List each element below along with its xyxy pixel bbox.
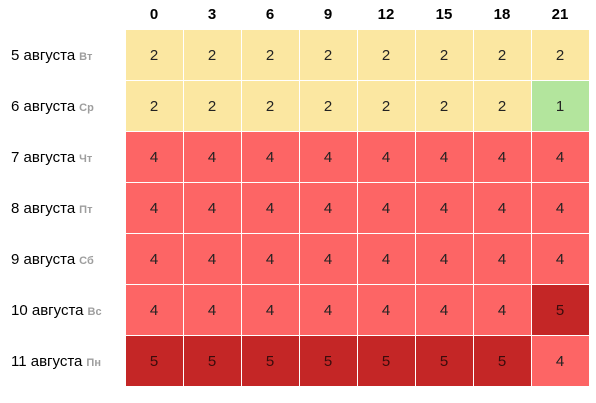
value-cell: 4 [298, 182, 358, 234]
value-cell: 5 [240, 335, 300, 387]
hour-header: 15 [435, 6, 453, 23]
date-label: 6 августа Ср [0, 81, 125, 132]
value-cell: 1 [530, 80, 590, 132]
value-cell: 5 [472, 335, 532, 387]
value-cell: 4 [124, 284, 184, 336]
date-label: 5 августа Вт [0, 30, 125, 81]
weekday-label: Вс [87, 305, 102, 318]
value-cell: 2 [356, 80, 416, 132]
day-row: 7 августа Чт 4 4 4 4 4 4 4 4 [0, 131, 590, 183]
value-cell: 4 [298, 233, 358, 285]
hour-header-row: 0 3 6 9 12 15 18 21 [0, 0, 589, 30]
hour-header: 21 [551, 6, 569, 23]
value-cell: 4 [298, 131, 358, 183]
value-cell: 2 [298, 29, 358, 81]
value-cell: 4 [182, 233, 242, 285]
forecast-grid: 0 3 6 9 12 15 18 21 5 августа Вт 2 2 2 2 … [0, 0, 590, 387]
value-cell: 4 [414, 131, 474, 183]
value-cell: 4 [124, 131, 184, 183]
value-cell: 2 [414, 80, 474, 132]
date-text: 5 августа [11, 46, 76, 64]
value-cell: 4 [356, 233, 416, 285]
day-row: 10 августа Вс 4 4 4 4 4 4 4 5 [0, 284, 590, 336]
value-cell: 4 [124, 182, 184, 234]
date-label: 11 августа Пн [0, 336, 125, 387]
value-cell: 4 [240, 131, 300, 183]
day-row: 6 августа Ср 2 2 2 2 2 2 2 1 [0, 80, 590, 132]
value-cell: 4 [298, 284, 358, 336]
hour-header: 0 [149, 6, 159, 23]
value-cell: 4 [182, 182, 242, 234]
date-label: 8 августа Пт [0, 183, 125, 234]
value-cell: 2 [240, 80, 300, 132]
value-cell: 4 [530, 131, 590, 183]
date-text: 6 августа [11, 97, 76, 115]
value-cell: 4 [530, 182, 590, 234]
weekday-label: Чт [79, 152, 93, 165]
date-label: 10 августа Вс [0, 285, 125, 336]
value-cell: 2 [356, 29, 416, 81]
hour-header: 3 [207, 6, 217, 23]
value-cell: 2 [298, 80, 358, 132]
value-cell: 4 [124, 233, 184, 285]
value-cell: 4 [240, 284, 300, 336]
day-row: 11 августа Пн 5 5 5 5 5 5 5 4 [0, 335, 590, 387]
value-cell: 5 [298, 335, 358, 387]
value-cell: 4 [182, 131, 242, 183]
weekday-label: Ср [79, 101, 94, 114]
weekday-label: Сб [79, 254, 94, 267]
value-cell: 2 [414, 29, 474, 81]
value-cell: 2 [240, 29, 300, 81]
value-cell: 4 [472, 131, 532, 183]
date-text: 7 августа [11, 148, 76, 166]
value-cell: 2 [182, 80, 242, 132]
hour-header: 12 [377, 6, 395, 23]
value-cell: 2 [472, 80, 532, 132]
hour-header: 9 [323, 6, 333, 23]
hour-header: 6 [265, 6, 275, 23]
value-cell: 4 [414, 182, 474, 234]
value-cell: 2 [124, 29, 184, 81]
day-row: 5 августа Вт 2 2 2 2 2 2 2 2 [0, 29, 590, 81]
value-cell: 5 [414, 335, 474, 387]
date-text: 8 августа [11, 199, 76, 217]
value-cell: 5 [530, 284, 590, 336]
date-text: 10 августа [11, 301, 84, 319]
value-cell: 4 [414, 233, 474, 285]
value-cell: 4 [472, 233, 532, 285]
day-row: 8 августа Пт 4 4 4 4 4 4 4 4 [0, 182, 590, 234]
value-cell: 2 [530, 29, 590, 81]
value-cell: 4 [182, 284, 242, 336]
weekday-label: Вт [79, 50, 93, 63]
weekday-label: Пн [86, 356, 101, 369]
value-cell: 4 [356, 284, 416, 336]
value-cell: 5 [124, 335, 184, 387]
value-cell: 4 [530, 233, 590, 285]
corner-cell [0, 0, 125, 30]
value-cell: 4 [472, 182, 532, 234]
value-cell: 5 [182, 335, 242, 387]
value-cell: 4 [530, 335, 590, 387]
value-cell: 4 [356, 182, 416, 234]
date-text: 11 августа [11, 352, 83, 370]
weekday-label: Пт [79, 203, 93, 216]
date-text: 9 августа [11, 250, 76, 268]
date-label: 9 августа Сб [0, 234, 125, 285]
value-cell: 2 [182, 29, 242, 81]
hour-header: 18 [493, 6, 511, 23]
value-cell: 2 [472, 29, 532, 81]
value-cell: 4 [472, 284, 532, 336]
value-cell: 4 [240, 233, 300, 285]
value-cell: 5 [356, 335, 416, 387]
value-cell: 4 [356, 131, 416, 183]
value-cell: 2 [124, 80, 184, 132]
date-label: 7 августа Чт [0, 132, 125, 183]
day-row: 9 августа Сб 4 4 4 4 4 4 4 4 [0, 233, 590, 285]
value-cell: 4 [240, 182, 300, 234]
value-cell: 4 [414, 284, 474, 336]
